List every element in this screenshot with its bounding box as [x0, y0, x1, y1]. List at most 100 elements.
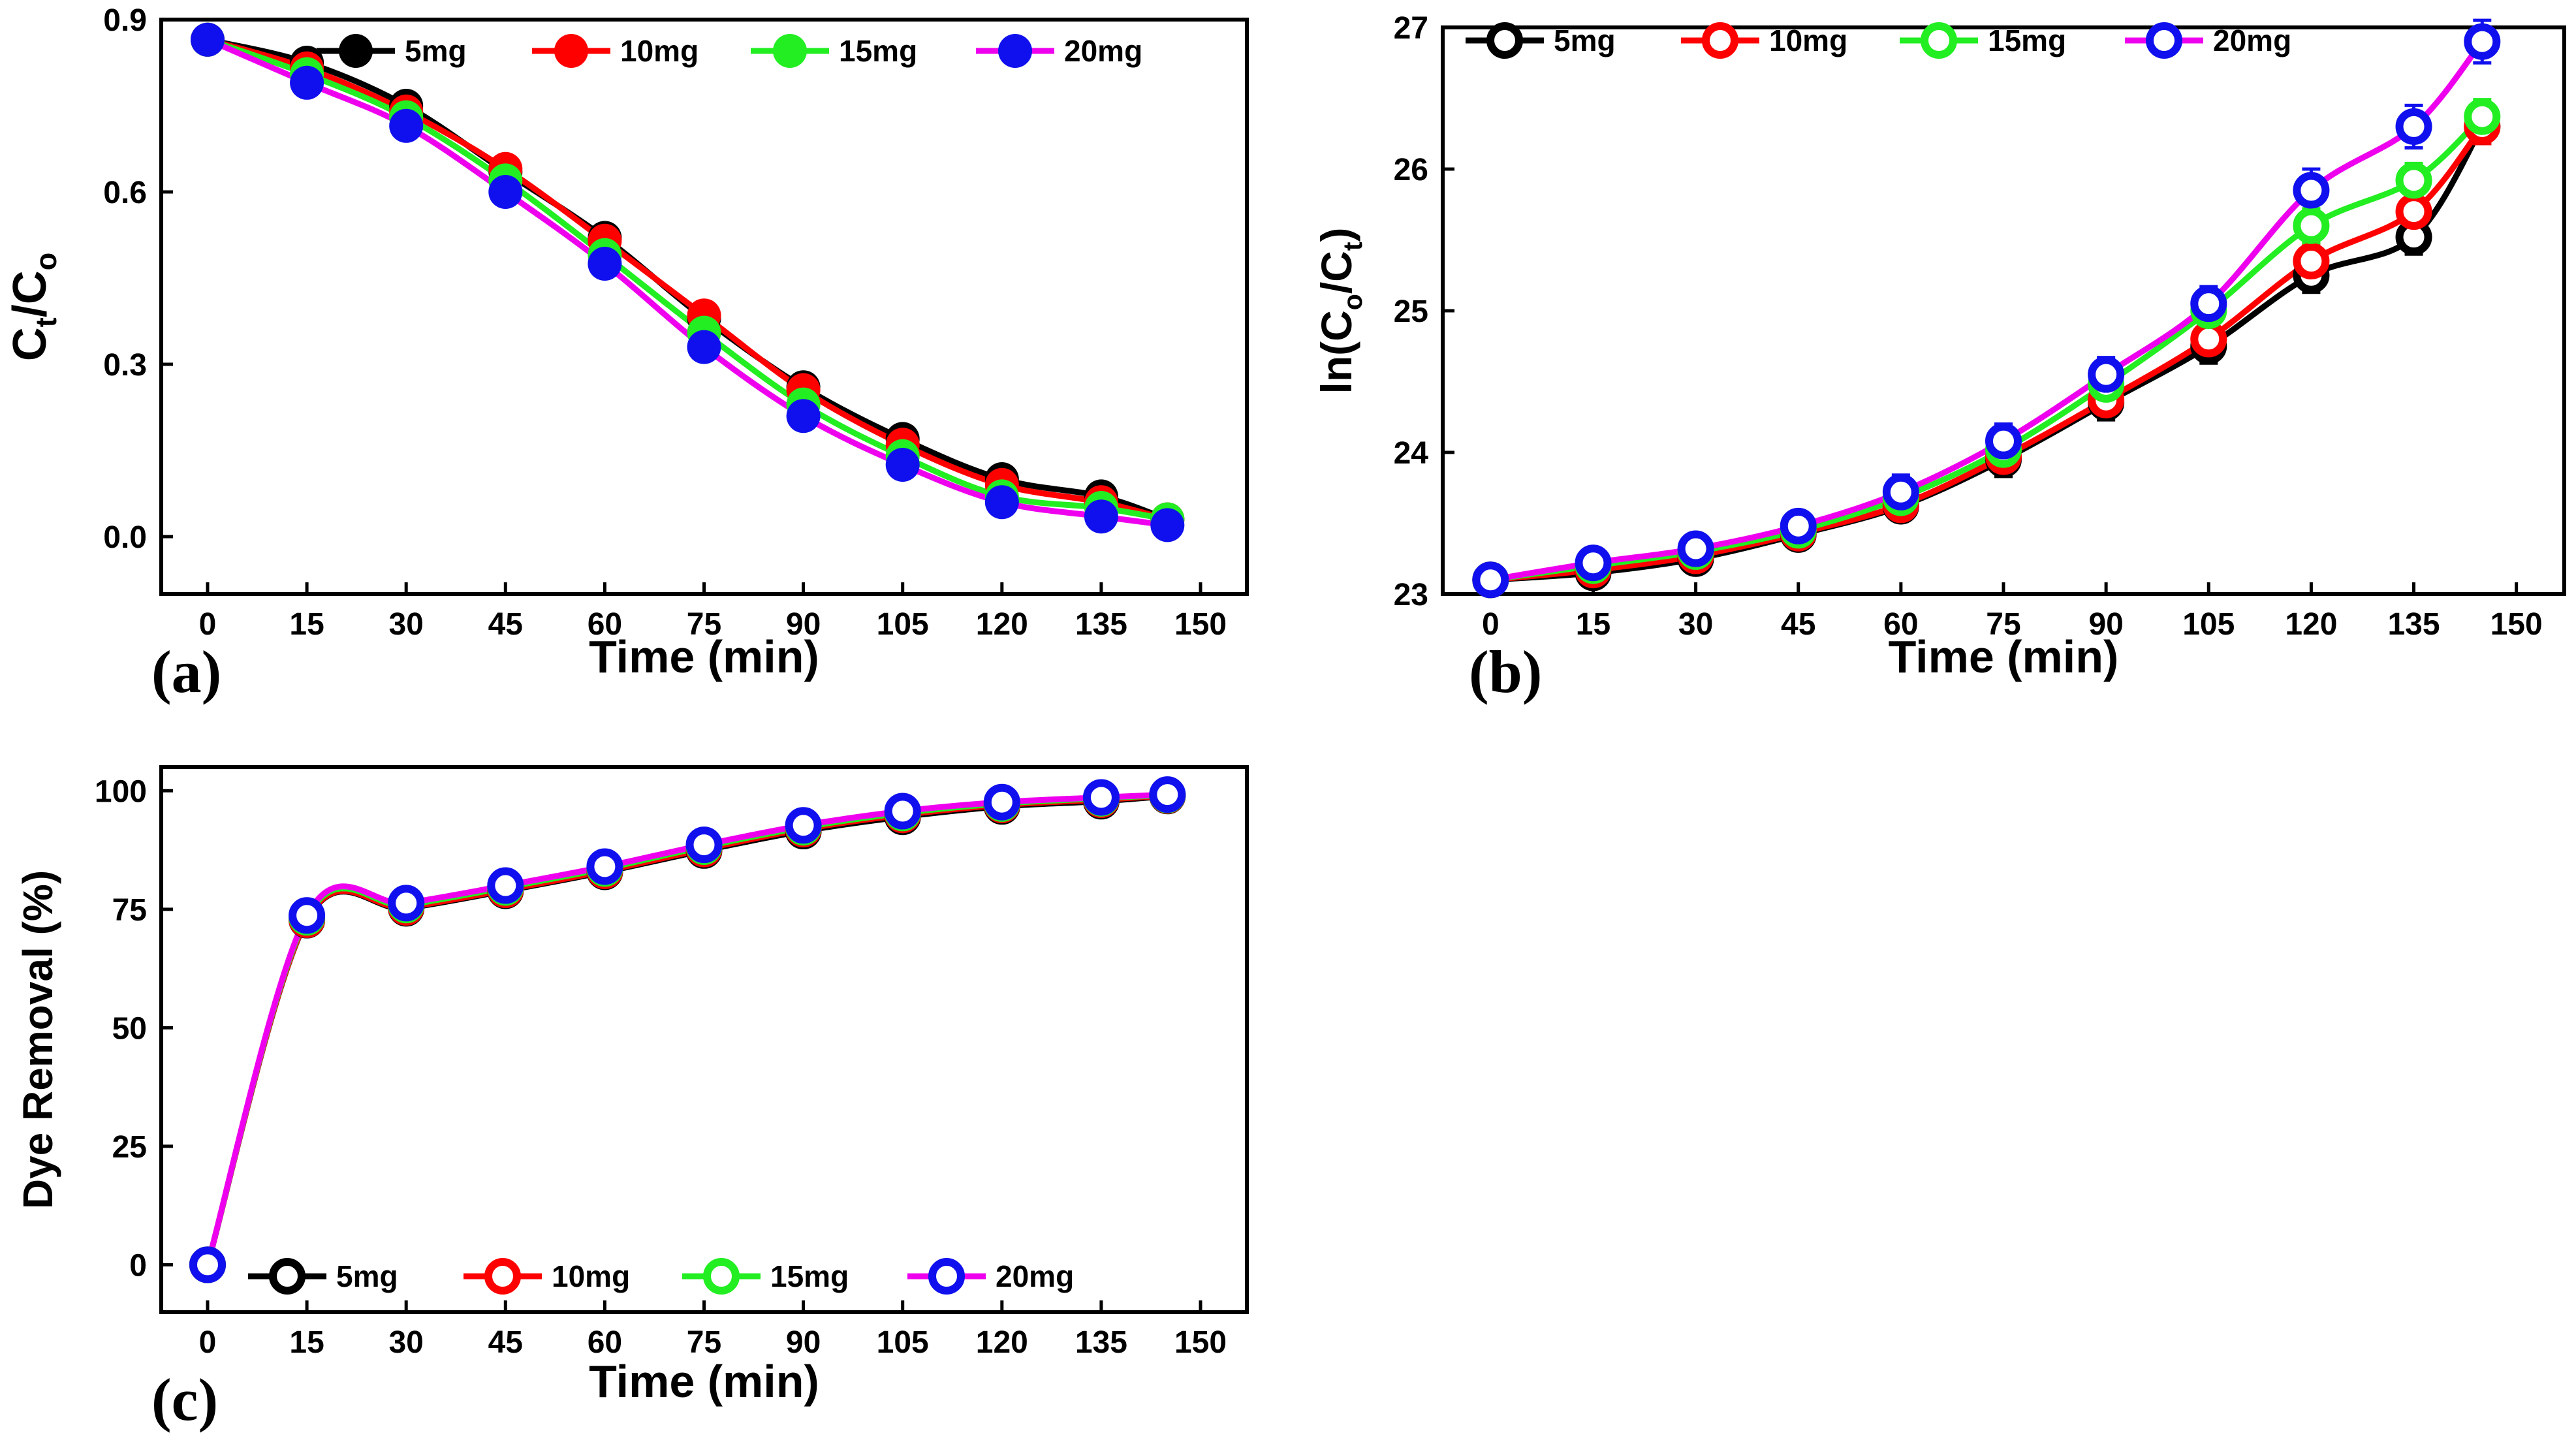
legend-marker-5mg: [269, 1258, 306, 1295]
legend-label-15mg: 15mg: [839, 34, 917, 68]
y-tick-label: 24: [1394, 436, 1429, 471]
x-tick-label: 90: [786, 1325, 821, 1360]
data-point-20mg: [685, 826, 723, 864]
series-line-20mg: [204, 37, 1170, 528]
x-tick-label: 120: [976, 1325, 1028, 1360]
legend-marker-15mg: [703, 1258, 740, 1295]
legend-label-10mg: 10mg: [1769, 24, 1847, 57]
plot-frame: [1441, 25, 2566, 596]
data-point-10mg: [2190, 321, 2227, 358]
data-point-20mg: [1575, 544, 1612, 582]
data-point-20mg: [984, 485, 1019, 520]
x-tick-label: 150: [2490, 607, 2543, 642]
legend-marker-5mg: [339, 34, 373, 68]
x-tick-label: 105: [2182, 607, 2235, 642]
data-point-20mg: [885, 448, 920, 482]
x-tick-label: 90: [786, 607, 821, 642]
data-point-20mg: [1882, 473, 1919, 511]
chart-panel-a: 0 15 30 45 60 75 90 105 120 135 150 0.0 0.3 0.6 0.9 Tim…: [4, 3, 1249, 705]
y-tick-label: 26: [1394, 153, 1428, 187]
data-point-20mg: [2395, 108, 2432, 145]
x-tick-label: 135: [1075, 1325, 1127, 1360]
legend-label-20mg: 20mg: [2213, 24, 2291, 57]
y-tick-label: 23: [1394, 578, 1428, 612]
data-point-20mg: [190, 22, 225, 57]
x-tick-label: 105: [877, 607, 929, 642]
data-point-20mg: [1082, 779, 1120, 816]
data-point-20mg: [389, 108, 424, 143]
y-axis-title-subscript: o: [29, 253, 63, 271]
x-tick-label: 0: [199, 607, 217, 642]
chart-panel-c: 0 15 30 45 60 75 90 105 120 135 150 0 25 50 75 100 Time …: [14, 765, 1249, 1433]
series-line-20mg: [1487, 39, 2485, 583]
x-tick-label: 135: [1075, 607, 1127, 642]
x-tick-label: 75: [1986, 607, 2020, 642]
y-tick-label: 0: [129, 1248, 147, 1283]
y-axis-title-subscript: t: [1338, 242, 1368, 251]
data-point-10mg: [2293, 243, 2330, 280]
data-point-20mg: [1084, 499, 1118, 534]
x-tick-label: 135: [2387, 607, 2440, 642]
y-axis-title-part: C: [4, 327, 56, 361]
x-tick-label: 15: [1576, 607, 1610, 642]
x-tick-label: 30: [388, 607, 423, 642]
data-point-20mg: [2464, 23, 2501, 60]
data-point-20mg: [1472, 561, 1509, 599]
data-point-20mg: [687, 330, 721, 364]
x-tick-label: 150: [1174, 607, 1227, 642]
data-point-20mg: [786, 399, 821, 433]
y-tick-label: 0.0: [103, 520, 147, 555]
panel-label: (b): [1469, 638, 1542, 705]
y-axis-title-part: ln(C: [1312, 310, 1360, 394]
legend-label-20mg: 20mg: [1064, 34, 1142, 68]
x-tick-label: 60: [588, 607, 622, 642]
series-line-10mg: [204, 793, 1170, 1268]
y-tick-label: 27: [1394, 11, 1428, 46]
data-point-20mg: [1780, 507, 1817, 544]
y-tick-label: 0.3: [103, 348, 147, 383]
x-tick-label: 150: [1174, 1325, 1227, 1360]
y-tick-label: 25: [112, 1130, 147, 1165]
y-axis-title-subscript: t: [29, 317, 63, 327]
data-point-20mg: [290, 65, 324, 100]
y-tick-label: 100: [95, 774, 147, 809]
legend-label-15mg: 15mg: [1988, 24, 2066, 57]
data-point-20mg: [785, 807, 822, 844]
data-point-20mg: [588, 247, 622, 281]
y-axis-title: ln(Co/Ct): [1312, 228, 1368, 394]
data-point-20mg: [189, 1246, 226, 1283]
y-axis-title-part: Dye Removal (%): [14, 870, 61, 1209]
data-point-20mg: [586, 848, 623, 885]
data-point-20mg: [289, 897, 326, 934]
x-tick-label: 75: [687, 607, 721, 642]
x-tick-label: 105: [877, 1325, 929, 1360]
series-line-15mg: [204, 37, 1170, 523]
y-tick-label: 50: [112, 1011, 147, 1046]
legend-marker-20mg: [2146, 22, 2182, 59]
data-point-20mg: [1677, 530, 1714, 567]
x-tick-label: 90: [2088, 607, 2123, 642]
y-axis-title: Dye Removal (%): [14, 870, 61, 1209]
panel-label: (a): [151, 638, 221, 705]
chart-panel-b: 0 15 30 45 60 75 90 105 120 135 150 23 24 25 26 27 Time …: [1312, 11, 2566, 705]
y-axis-title-subscript: o: [1338, 294, 1368, 310]
series-line-5mg: [204, 793, 1170, 1268]
x-tick-label: 0: [199, 1325, 217, 1360]
y-tick-label: 0.6: [103, 176, 147, 210]
y-tick-label: 0.9: [103, 3, 147, 38]
legend-marker-20mg: [998, 34, 1032, 68]
series-line-5mg: [204, 37, 1170, 523]
page-title: Adsorbent dose effect on dye degradation: [0, 0, 1, 1]
y-axis-title-part: ): [1312, 228, 1360, 242]
x-tick-label: 75: [687, 1325, 721, 1360]
y-tick-label: 25: [1394, 294, 1428, 329]
legend-label-5mg: 5mg: [405, 34, 467, 68]
x-tick-label: 60: [588, 1325, 622, 1360]
legend-label-10mg: 10mg: [620, 34, 699, 68]
legend-label-5mg: 5mg: [336, 1259, 398, 1293]
x-tick-label: 45: [488, 607, 523, 642]
series-line-5mg: [1487, 123, 2485, 583]
series-line-15mg: [1487, 114, 2485, 583]
data-point-20mg: [1985, 422, 2022, 460]
data-point-20mg: [1150, 508, 1185, 542]
